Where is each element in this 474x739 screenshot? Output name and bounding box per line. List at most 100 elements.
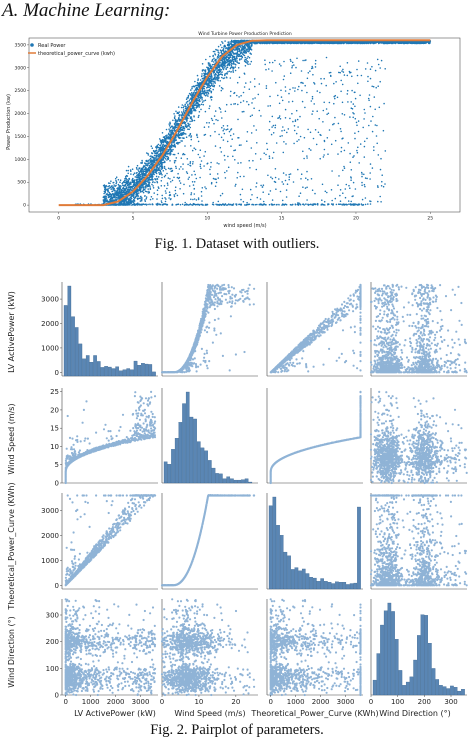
hist-bar [63, 305, 68, 377]
pp-xtick-label: 300 [444, 698, 457, 706]
hist-bar [372, 679, 377, 696]
fig1-xtick-label: 15 [279, 216, 285, 222]
pp-ylabel-1: Wind Speed (m/s) [7, 403, 16, 474]
pp-ytick-label: 0 [55, 582, 59, 590]
hist-bar [104, 366, 108, 377]
hist-bar [402, 685, 406, 696]
figure1-caption: Fig. 1. Dataset with outliers. [154, 236, 320, 252]
pairplot-panel-3-2: 0 1000 2000 3000 [266, 598, 363, 706]
hist-bar [133, 360, 138, 377]
hist-bar [376, 653, 381, 696]
pp-xtick-label: 10 [194, 698, 203, 706]
pp-xlabel-3: Wind Direction (°) [379, 709, 451, 718]
hist-bar [276, 525, 280, 590]
pairplot-panel-3-3: 0 100 200 300 [369, 599, 467, 706]
pp-ytick-label: 300 [46, 612, 59, 620]
legend-real-power: Real Power [38, 43, 66, 49]
hist-bar [439, 685, 443, 696]
hist-bar [82, 358, 86, 377]
hist-bar [442, 686, 447, 696]
pair-scatter-points [369, 283, 468, 374]
hist-bar [409, 676, 414, 696]
hist-bar [398, 670, 403, 696]
fig1-ylabel: Power Production (kw) [6, 94, 12, 150]
pp-xtick-label: 20 [231, 698, 240, 706]
pairplot-panel-1-0: 0 5 10 15 20 25 [50, 388, 158, 488]
hist-bar [391, 611, 395, 696]
hist-bar [287, 555, 291, 590]
hist-bar [196, 441, 201, 484]
pp-ytick-label: 3000 [41, 507, 59, 515]
hist-bar [204, 450, 208, 484]
pp-ylabel-2: Theoretical_Power_Curve (KWh) [7, 482, 16, 610]
hist-bar [353, 582, 358, 590]
pair-scatter-points [64, 390, 157, 485]
hist-bar [327, 582, 332, 590]
hist-bar [313, 577, 317, 590]
hist-bar [290, 569, 295, 590]
hist-bar [338, 582, 343, 590]
pp-ytick-label: 2000 [41, 320, 59, 328]
hist-bar [461, 689, 465, 696]
hist-bar [200, 447, 205, 484]
pairplot-panel-2-3 [369, 493, 468, 590]
pp-ytick-label: 200 [46, 638, 59, 646]
hist-bar [342, 582, 347, 590]
legend-dot-real-power [30, 43, 34, 47]
hist-bar [417, 635, 421, 696]
pp-xlabel-2: Theoretical_Power_Curve (KWh) [250, 709, 378, 718]
pair-scatter-points [64, 598, 157, 697]
hist-bar [424, 615, 428, 696]
fig1-axes-frame [28, 37, 461, 213]
hist-bar [405, 681, 410, 696]
hist-bar [178, 422, 183, 484]
pair-scatter-points [160, 283, 256, 374]
fig1-legend: Real Power theoretical_power_curve (kwh) [28, 43, 115, 57]
pp-xtick-label: 2000 [312, 698, 330, 706]
pp-xtick-label: 0 [269, 698, 273, 706]
pp-ytick-label: 3000 [41, 296, 59, 304]
hist-bar [316, 581, 321, 590]
fig1-ytick-label: 3500 [15, 42, 27, 48]
fig1-ytick-label: 1000 [15, 157, 27, 163]
fig1-xtick-label: 0 [57, 216, 60, 222]
hist-bar [244, 478, 249, 484]
hist-bar [387, 602, 392, 696]
pp-ytick-label: 1000 [41, 557, 59, 565]
legend-theoretical: theoretical_power_curve (kwh) [38, 51, 115, 57]
hist-bar [335, 581, 339, 590]
hist-bar [241, 479, 245, 484]
pp-ytick-label: 2000 [41, 532, 59, 540]
pp-xlabel-0: LV ActivePower (kW) [74, 709, 156, 718]
hist-bar [171, 449, 175, 484]
pair-scatter-points [269, 283, 362, 374]
hist-bar [182, 403, 186, 484]
pair-scatter-points [269, 598, 362, 697]
hist-bar [67, 285, 72, 377]
figure2-pairplot: 0100020003000051015202501000200030000100… [7, 282, 468, 718]
hist-bar [96, 361, 101, 377]
pair-scatter-points [160, 598, 256, 697]
hist-bar [78, 343, 83, 377]
figure1-chart: Wind Turbine Power Production Prediction… [6, 31, 461, 229]
pairplot-panel-1-1 [161, 388, 258, 484]
pp-ytick-label: 0 [55, 369, 59, 377]
pp-xtick-label: 1000 [82, 698, 100, 706]
pairplot-panel-1-3 [369, 388, 468, 485]
pp-ytick-label: 5 [55, 461, 59, 469]
fig1-xtick-label: 25 [427, 216, 433, 222]
pairplot-panel-0-2 [266, 282, 363, 377]
hist-bar [174, 438, 179, 484]
pairplot-panel-0-1 [160, 282, 258, 377]
hist-bar [137, 365, 142, 377]
hist-bar [119, 370, 123, 377]
pp-ytick-label: 20 [50, 406, 59, 414]
pp-xtick-label: 0 [369, 698, 373, 706]
pp-xtick-label: 0 [160, 698, 164, 706]
hist-bar [298, 570, 302, 590]
hist-bar [283, 551, 288, 590]
hist-bar [413, 659, 417, 696]
hist-bar [115, 366, 119, 377]
hist-bar [305, 573, 310, 590]
hist-bar [126, 368, 131, 377]
